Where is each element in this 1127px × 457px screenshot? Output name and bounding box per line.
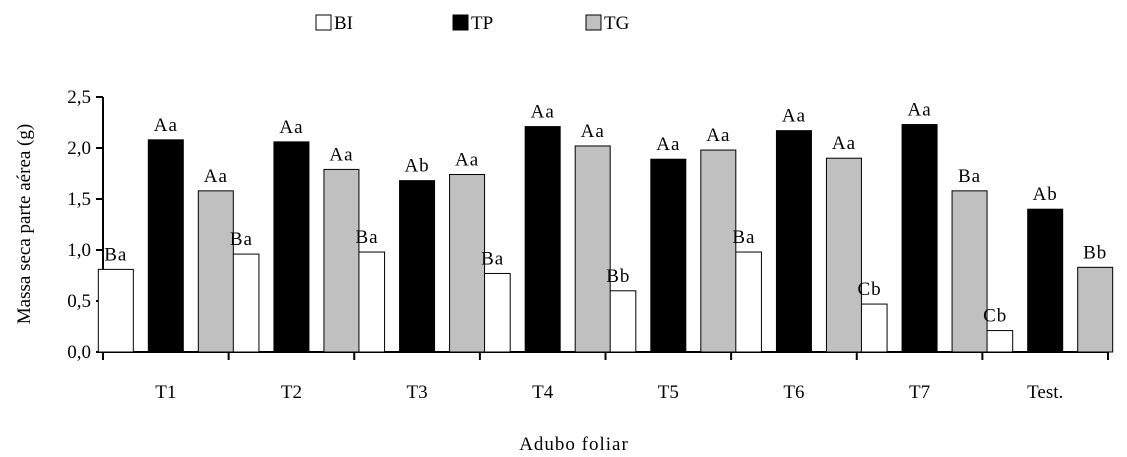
- bar-label: Aa: [907, 100, 931, 121]
- x-tick-label: T5: [658, 382, 679, 403]
- bar-label: Aa: [279, 117, 303, 138]
- bar-label: Aa: [656, 134, 680, 155]
- bar-label: Aa: [329, 144, 353, 165]
- bar-label: Aa: [204, 166, 228, 187]
- bar-label: Ba: [104, 244, 127, 265]
- bar-tg: [575, 146, 610, 352]
- y-tick-label: 2,0: [67, 138, 91, 159]
- bar-tp: [400, 181, 435, 352]
- bar-label: Ab: [404, 156, 429, 177]
- bar-tp: [776, 131, 811, 352]
- bar-tp: [274, 142, 309, 352]
- bar-label: Aa: [581, 121, 605, 142]
- bar-label: Ba: [732, 227, 755, 248]
- bar-tg: [450, 175, 485, 352]
- x-axis: T1 T2 T3 T4 T5 T6 T7 Test.: [103, 352, 1108, 403]
- x-tick-label: T6: [783, 382, 804, 403]
- bar-tp: [902, 125, 937, 352]
- bar-label: Ab: [1033, 184, 1058, 205]
- bar-tg: [324, 169, 359, 352]
- x-tick-label: T7: [909, 382, 930, 403]
- bar-label: Aa: [782, 106, 806, 127]
- y-tick-label: 2,5: [67, 87, 91, 108]
- x-tick-label: T2: [281, 382, 302, 403]
- bar-label: Ba: [481, 248, 504, 269]
- bar-label: Cb: [857, 279, 881, 300]
- bar-tp: [651, 159, 686, 352]
- bar-label: Bb: [1083, 242, 1107, 263]
- bar-label: Ba: [356, 227, 379, 248]
- x-tick-label: T4: [532, 382, 554, 403]
- y-tick-label: 1,0: [67, 240, 91, 261]
- bar-tg: [952, 191, 987, 352]
- bar-label: Ba: [958, 166, 981, 187]
- legend-swatch-tp: [453, 15, 468, 30]
- bar-label: Aa: [531, 102, 555, 123]
- bar-tg: [198, 191, 233, 352]
- bar-label: Bb: [606, 266, 630, 287]
- y-tick-label: 1,5: [67, 189, 91, 210]
- bar-tg: [1078, 267, 1113, 352]
- bar-tp: [1028, 209, 1063, 352]
- bar-tp: [148, 140, 183, 352]
- bar-label: Aa: [154, 115, 178, 136]
- bar-tg: [701, 150, 736, 352]
- bar-tp: [525, 127, 560, 352]
- legend-swatch-tg: [586, 15, 601, 30]
- bar-label: Aa: [832, 133, 856, 154]
- legend-label: TP: [471, 13, 493, 34]
- x-axis-label: Adubo foliar: [519, 434, 629, 455]
- x-tick-label: Test.: [1027, 382, 1063, 403]
- y-axis-label: Massa seca parte aérea (g): [14, 124, 35, 324]
- y-axis: 0,0 0,5 1,0 1,5 2,0 2,5: [67, 87, 103, 363]
- legend: BI TP TG: [316, 13, 630, 34]
- bar-label: Aa: [455, 150, 479, 171]
- bar-bi: [98, 269, 133, 352]
- bar-label: Aa: [706, 125, 730, 146]
- y-tick-label: 0,0: [67, 342, 91, 363]
- bar-label: Ba: [230, 229, 253, 250]
- x-tick-label: T1: [155, 382, 176, 403]
- x-tick-label: T3: [407, 382, 428, 403]
- bar-tg: [826, 158, 861, 352]
- bar-label: Cb: [983, 306, 1007, 327]
- legend-swatch-bi: [316, 15, 331, 30]
- legend-label: TG: [604, 13, 630, 34]
- legend-label: BI: [334, 13, 353, 34]
- y-tick-label: 0,5: [67, 291, 91, 312]
